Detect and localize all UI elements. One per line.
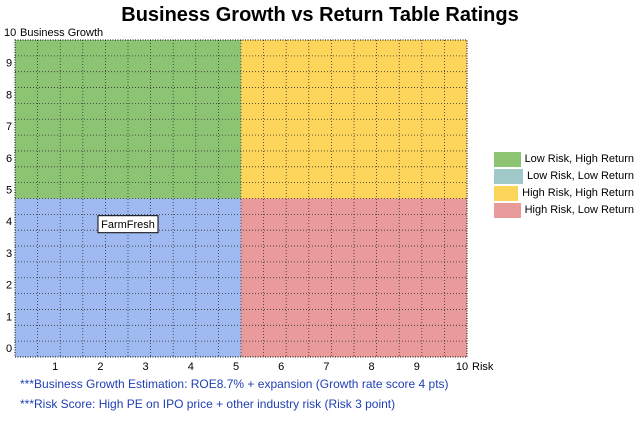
x-tick-label-1: 1 [52,361,58,373]
footnote-risk-score: ***Risk Score: High PE on IPO price + ot… [20,397,396,411]
plot-border [14,39,468,358]
x-tick-label-7: 7 [323,361,329,373]
x-tick-label-8: 8 [369,361,375,373]
x-tick-label-4: 4 [188,361,194,373]
footnote-growth-estimation: ***Business Growth Estimation: ROE8.7% +… [20,377,449,391]
legend-swatch-low-risk-low-return [494,167,523,184]
point-label-farmfresh: FarmFresh [101,219,155,231]
y-tick-label-9: 9 [6,58,12,70]
y-tick-label-1: 1 [6,311,12,323]
x-tick-label-10: 10 [456,361,468,373]
legend-label-low-risk-low-return: Low Risk, Low Return [527,169,634,182]
chart-title: Business Growth vs Return Table Ratings [121,4,519,26]
y-tick-label-10: 10 [4,27,16,39]
x-tick-label-5: 5 [233,361,239,373]
y-tick-label-6: 6 [6,153,12,165]
y-tick-label-4: 4 [6,216,12,228]
y-tick-label-7: 7 [6,121,12,133]
y-tick-label-0: 0 [6,343,12,355]
y-tick-label-3: 3 [6,248,12,260]
legend-label-low-risk-high-return: Low Risk, High Return [524,152,634,165]
x-axis-label: Risk [472,361,494,373]
legend-item-low-risk-low-return: Low Risk, Low Return [494,167,634,184]
legend-label-high-risk-high-return: High Risk, High Return [522,186,634,199]
y-axis-label: Business Growth [20,27,103,39]
x-tick-label-2: 2 [97,361,103,373]
x-tick-label-9: 9 [414,361,420,373]
legend-swatch-low-risk-high-return [494,150,521,167]
y-tick-label-5: 5 [6,185,12,197]
legend-label-high-risk-low-return: High Risk, Low Return [524,203,634,216]
legend-item-low-risk-high-return: Low Risk, High Return [494,150,634,167]
y-tick-label-8: 8 [6,89,12,101]
point-marker-farmfresh [97,215,159,234]
legend-item-high-risk-high-return: High Risk, High Return [494,184,634,201]
x-tick-label-3: 3 [143,361,149,373]
x-tick-label-6: 6 [278,361,284,373]
legend-item-high-risk-low-return: High Risk, Low Return [494,201,634,218]
y-tick-label-2: 2 [6,280,12,292]
legend-swatch-high-risk-low-return [494,201,521,218]
legend-swatch-high-risk-high-return [494,184,519,201]
chart-legend: Low Risk, High Return Low Risk, Low Retu… [494,150,634,218]
